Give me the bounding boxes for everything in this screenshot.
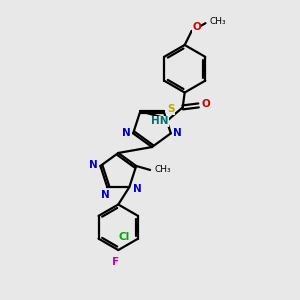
Text: N: N [101,190,110,200]
Text: HN: HN [151,116,169,126]
Text: S: S [167,104,174,114]
Text: Cl: Cl [118,232,130,242]
Text: O: O [192,22,201,32]
Text: N: N [89,160,98,170]
Text: N: N [122,128,130,138]
Text: F: F [112,257,119,267]
Text: CH₃: CH₃ [209,17,226,26]
Text: N: N [133,184,142,194]
Text: N: N [173,128,182,138]
Text: CH₃: CH₃ [154,165,171,174]
Text: O: O [201,99,210,110]
